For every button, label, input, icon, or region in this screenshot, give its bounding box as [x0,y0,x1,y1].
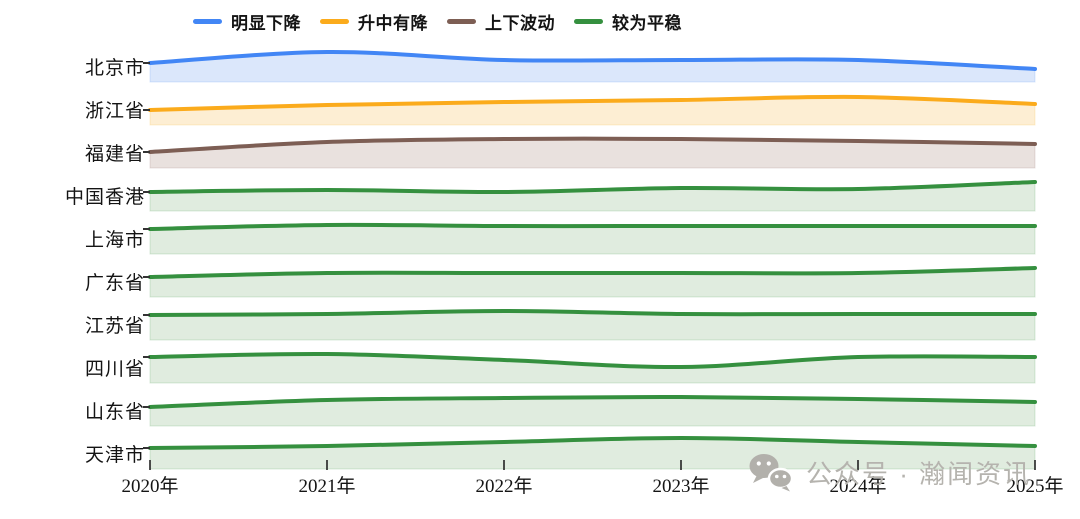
trend-line [148,436,1037,450]
legend-label: 明显下降 [231,14,301,33]
legend-item: 上下波动 [447,9,555,34]
area-较为平稳 [149,224,1036,255]
row-label-2: 浙江省 [84,101,145,122]
trend-line [148,309,1037,317]
area-明显下降 [149,51,1036,83]
row-label-10: 天津市 [84,445,145,466]
x-axis-label-4: 2023年 [652,476,710,497]
legend-label: 较为平稳 [612,14,682,33]
legend-swatch-line [320,19,349,24]
legend-item: 升中有降 [320,9,428,34]
legend-label: 上下波动 [485,14,555,33]
trend-line [148,94,1037,112]
legend-swatch-line [447,19,476,24]
trend-line [148,49,1037,71]
trend-line [148,180,1037,195]
x-axis-label-5: 2024年 [829,476,887,497]
row-label-8: 四川省 [84,359,145,380]
trend-line [148,266,1037,279]
trend-line [148,222,1037,231]
x-axis-label-6: 2025年 [1006,476,1064,497]
trend-line [148,394,1037,409]
legend-swatch-line [193,19,222,24]
legend-label: 升中有降 [358,14,428,33]
row-label-6: 广东省 [84,273,145,294]
trend-line [148,136,1037,154]
row-label-7: 江苏省 [84,316,145,337]
x-axis-label-3: 2022年 [475,476,533,497]
legend-swatch-line [574,19,603,24]
row-label-1: 北京市 [84,58,145,79]
chart-legend: 明显下降 升中有降 上下波动 较为平稳 [193,9,682,34]
legend-item: 明显下降 [193,9,301,34]
row-label-5: 上海市 [84,230,145,251]
x-axis-label-1: 2020年 [121,476,179,497]
row-label-3: 福建省 [84,144,145,165]
legend-item: 较为平稳 [574,9,682,34]
row-label-4: 中国香港 [64,187,145,208]
row-label-9: 山东省 [84,402,145,423]
x-axis-label-2: 2021年 [298,476,356,497]
trend-line [148,351,1037,370]
